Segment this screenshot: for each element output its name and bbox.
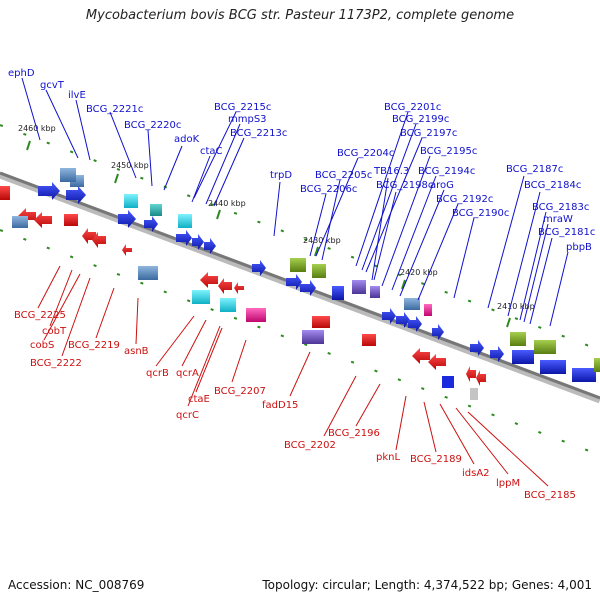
gene-label: pbpB — [566, 242, 592, 253]
gene-label: BCG_2222 — [30, 358, 82, 369]
gene-arrow-fwd — [286, 274, 302, 290]
tick-label-2420: 2420 kbp — [400, 268, 438, 277]
gene-arrow-fwd — [118, 210, 136, 228]
gene-label: lppM — [496, 478, 520, 489]
gene-arrow-rev — [412, 348, 430, 364]
gene-label: BCG_2197c — [400, 128, 457, 139]
gene-label: BCG_2198c — [376, 180, 433, 191]
tick-label-2440: 2440 kbp — [208, 199, 246, 208]
gene-label: BCG_2195c — [420, 146, 477, 157]
gene-label: mmpS3 — [228, 114, 267, 125]
gene-arrow-fwd — [490, 346, 504, 362]
gene-label: BCG_2206c — [300, 184, 357, 195]
gene-arrow-rev — [92, 232, 106, 248]
topology-text: Topology: circular; Length: 4,374,522 bp… — [262, 578, 592, 592]
accession-text: Accession: NC_008769 — [8, 578, 145, 592]
gene-arrow-fwd — [144, 216, 158, 232]
gene-arrow-fwd — [66, 186, 86, 204]
lower-label-leaders — [37, 265, 549, 487]
gene-label: BCG_2207 — [214, 386, 266, 397]
reverse-genes — [0, 186, 486, 386]
gene-label: BCG_2181c — [538, 227, 595, 238]
forward-genes — [38, 175, 596, 382]
gene-arrow-fwd — [470, 340, 484, 356]
feature-boxes — [12, 168, 600, 400]
gene-label: BCG_2190c — [452, 208, 509, 219]
gene-label: BCG_2213c — [230, 128, 287, 139]
tick-label-2430: 2430 kbp — [303, 236, 341, 245]
gene-label: cobS — [30, 340, 54, 351]
upper-labels: ephD gcvT ilvE BCG_2221c BCG_2220c BCG_2… — [8, 68, 595, 253]
gene-label: BCG_2204c — [337, 148, 394, 159]
gene-arrow-rev — [476, 370, 486, 386]
gene-arrow-fwd — [408, 316, 422, 332]
gene-arrow-rev — [234, 282, 244, 294]
gene-arrow-fwd — [252, 260, 266, 276]
gene-arrow-fwd — [204, 238, 216, 254]
gene-arrow-rev — [200, 272, 218, 288]
scale-ticks — [26, 140, 511, 328]
gene-label: BCG_2202 — [284, 440, 336, 451]
upper-label-leaders — [21, 77, 569, 327]
gene-label: BCG_2196 — [328, 428, 380, 439]
gene-label: qcrC — [176, 410, 199, 421]
gene-label: BCG_2205c — [315, 170, 372, 181]
gene-arrow-fwd — [192, 234, 204, 250]
gene-label: BCG_2189 — [410, 454, 462, 465]
gene-arrow-rev — [428, 354, 446, 370]
gene-arrow-rev — [218, 278, 232, 294]
gene-label: qcrB — [146, 368, 169, 379]
gene-label: idsA2 — [462, 468, 490, 479]
tick-label-2410: 2410 kbp — [497, 302, 535, 311]
gene-label: BCG_2225 — [14, 310, 66, 321]
gene-arrow-rev — [466, 366, 476, 382]
gene-label: fadD15 — [262, 400, 298, 411]
gene-label: BCG_2183c — [532, 202, 589, 213]
gene-arrow-fwd — [382, 308, 396, 324]
gene-label: qcrA — [176, 368, 199, 379]
gene-label: trpD — [270, 170, 292, 181]
gene-label: asnB — [124, 346, 149, 357]
gene-arrow-fwd — [300, 280, 316, 296]
gene-arrow-rev — [34, 212, 52, 228]
gene-label: pknL — [376, 452, 400, 463]
gene-label: BCG_2215c — [214, 102, 271, 113]
gene-label: ctaE — [188, 394, 210, 405]
gene-label: gcvT — [40, 80, 65, 91]
gene-label: mraW — [543, 214, 573, 225]
gene-label: BCG_2220c — [124, 120, 181, 131]
gene-arrow-fwd — [432, 324, 444, 340]
tick-label-2450: 2450 kbp — [111, 161, 149, 170]
gene-arrow-fwd — [38, 182, 60, 200]
gene-arrow-fwd — [396, 312, 410, 328]
gene-label: BCG_2192c — [436, 194, 493, 205]
gene-label: BCG_2201c — [384, 102, 441, 113]
gene-label: ephD — [8, 68, 35, 79]
gene-arrow-fwd — [176, 230, 192, 246]
gene-label: adoK — [174, 134, 200, 145]
gene-label: BCG_2194c — [418, 166, 475, 177]
gene-arrow-rev — [122, 244, 132, 256]
gene-label: ctaC — [200, 146, 223, 157]
gene-label: aroG — [430, 180, 454, 191]
gene-label: BCG_2187c — [506, 164, 563, 175]
gene-label: BCG_2199c — [392, 114, 449, 125]
gene-label: BCG_2184c — [524, 180, 581, 191]
gene-label: BCG_2185 — [524, 490, 576, 501]
gene-label: TB16.3 — [373, 166, 409, 177]
gene-label: BCG_2221c — [86, 104, 143, 115]
gene-label: cobT — [42, 326, 67, 337]
gene-label: ilvE — [68, 90, 86, 101]
lower-labels: BCG_2225 cobT cobS BCG_2222 BCG_2219 asn… — [14, 310, 576, 501]
map-title: Mycobacterium bovis BCG str. Pasteur 117… — [85, 8, 515, 23]
gene-label: BCG_2219 — [68, 340, 120, 351]
